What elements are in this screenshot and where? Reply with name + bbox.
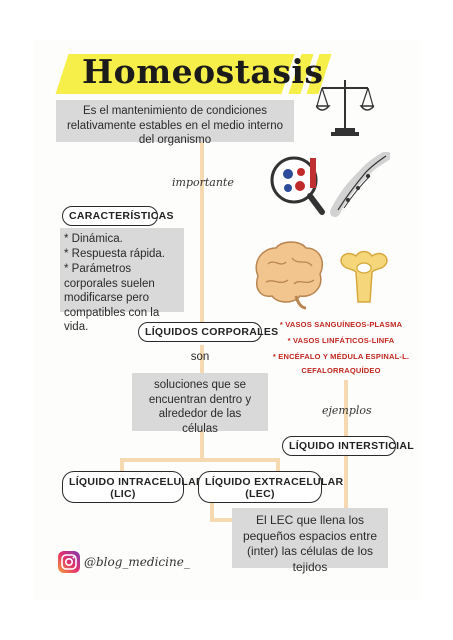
blood-cells-magnifier-icon <box>270 156 325 215</box>
definition-text: Es el mantenimiento de condiciones relat… <box>66 105 284 146</box>
connector-line <box>210 518 232 522</box>
vertebra-icon <box>340 250 388 303</box>
liquidos-description: soluciones que se encuentran dentro y al… <box>148 379 252 435</box>
lec-line2: (LEC) <box>245 488 275 500</box>
connector-line <box>344 380 348 440</box>
connector-line <box>276 458 280 474</box>
son-label: son <box>190 351 210 363</box>
lymphatic-arm-icon <box>330 152 390 217</box>
connector-line <box>120 458 280 462</box>
instagram-handle[interactable]: @blog_medicine_ <box>84 555 190 569</box>
lec-description-box <box>232 508 388 568</box>
connector-line <box>200 430 204 460</box>
example-item: CEFALORRAQUÍDEO <box>301 366 381 375</box>
page-title: Homeostasis <box>82 52 324 91</box>
lec-label: LÍQUIDO EXTRACELULAR (LEC) <box>198 471 344 503</box>
lec-description: El LEC que llena los pequeños espacios e… <box>242 513 378 574</box>
lic-line2: (LIC) <box>110 488 136 500</box>
liquidos-corporales-label: LÍQUIDOS CORPORALES <box>138 322 278 342</box>
example-item: * ENCÉFALO Y MÉDULA ESPINAL-L. <box>272 352 410 361</box>
example-item: * VASOS LINFÁTICOS-LINFA <box>287 336 395 345</box>
connector-line <box>210 500 214 520</box>
instagram-icon <box>58 551 80 573</box>
importante-label: importante <box>172 176 234 189</box>
lec-line1: LÍQUIDO EXTRACELULAR <box>205 476 344 488</box>
caracteristica-item: * Respuesta rápida. <box>64 248 166 260</box>
connector-line <box>200 140 204 330</box>
lic-line1: LÍQUIDO INTRACELULAR <box>69 476 204 488</box>
connector-line <box>200 345 204 375</box>
caracteristicas-box <box>60 228 184 312</box>
ejemplos-label: ejemplos <box>322 404 372 417</box>
liquidos-description-box <box>132 373 268 431</box>
liquido-intersticial-label: LÍQUIDO INTERSTICIAL <box>282 436 414 456</box>
brain-icon <box>255 241 324 310</box>
caracteristica-item: * Parámetros corporales suelen modificar… <box>64 263 160 333</box>
lic-label: LÍQUIDO INTRACELULAR (LIC) <box>62 471 204 503</box>
definition-box <box>56 100 294 142</box>
scale-icon <box>316 80 374 136</box>
connector-line <box>120 458 124 474</box>
caracteristicas-label: CARACTERÍSTICAS <box>62 206 174 226</box>
example-item: * VASOS SANGUÍNEOS-PLASMA <box>279 320 403 329</box>
caracteristica-item: * Dinámica. <box>64 233 123 245</box>
connector-line <box>344 455 348 510</box>
